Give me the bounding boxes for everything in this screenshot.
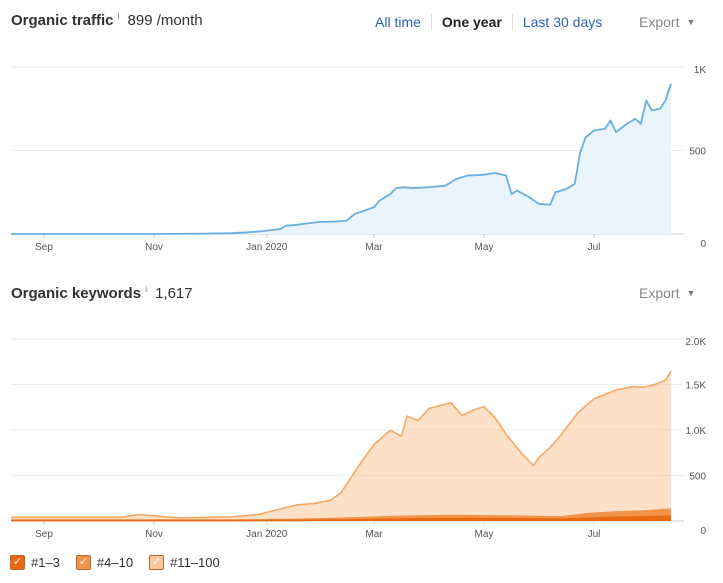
keywords-line-2 xyxy=(11,370,672,519)
checkbox-checked-icon[interactable]: ✓ xyxy=(75,554,91,570)
chevron-down-icon: ▼ xyxy=(686,288,696,298)
x-tick-label: Sep xyxy=(35,242,53,253)
traffic-chart: 0 500 1K Sep Nov Jan 2020 Mar May Jul xyxy=(11,65,707,253)
date-range-selector: All time One year Last 30 days xyxy=(365,10,612,34)
checkbox-checked-icon[interactable]: ✓ xyxy=(149,554,165,570)
traffic-value: 899 /month xyxy=(127,11,203,29)
legend-item-top100[interactable]: ✓ #11–100 xyxy=(149,554,220,570)
y-tick-label: 500 xyxy=(689,147,706,158)
range-separator xyxy=(430,14,432,30)
traffic-line xyxy=(11,83,672,235)
range-all-time[interactable]: All time xyxy=(375,14,421,30)
y-tick-label: 500 xyxy=(689,472,706,483)
legend-label: #11–100 xyxy=(170,554,220,570)
checkbox-checked-icon[interactable]: ✓ xyxy=(10,554,25,570)
keywords-export-button[interactable]: Export ▼ xyxy=(639,281,695,305)
chevron-down-icon: ▼ xyxy=(686,17,696,27)
keywords-area-0 xyxy=(11,515,671,521)
keywords-export-label: Export xyxy=(639,285,680,301)
keywords-info-icon[interactable]: i xyxy=(145,284,148,294)
traffic-area xyxy=(11,83,671,234)
keywords-line-0 xyxy=(11,515,672,522)
x-tick-label: Nov xyxy=(145,529,163,540)
keywords-legend: ✓ #1–3 ✓ #4–10 ✓ #11–100 xyxy=(10,552,236,572)
x-tick-label: Nov xyxy=(145,242,163,253)
traffic-header: Organic traffic i 899 /month xyxy=(11,8,203,32)
keywords-value: 1,617 xyxy=(155,284,193,302)
y-tick-label: 2.0K xyxy=(685,337,706,348)
range-last-30-days[interactable]: Last 30 days xyxy=(522,14,603,30)
legend-label: #4–10 xyxy=(96,554,134,570)
x-tick-label: Jan 2020 xyxy=(246,529,288,540)
range-separator xyxy=(511,14,513,30)
x-tick-label: Jan 2020 xyxy=(246,242,288,253)
y-tick-label: 1.5K xyxy=(685,381,706,392)
range-one-year[interactable]: One year xyxy=(441,14,502,30)
legend-label: #1–3 xyxy=(31,554,60,570)
legend-item-top3[interactable]: ✓ #1–3 xyxy=(10,554,60,570)
traffic-info-icon[interactable]: i xyxy=(117,11,120,21)
y-tick-label: 0 xyxy=(700,526,706,537)
x-tick-label: Mar xyxy=(365,529,383,540)
x-tick-label: May xyxy=(475,242,494,253)
x-tick-label: Jul xyxy=(588,529,601,540)
keywords-area-2 xyxy=(11,370,671,521)
x-tick-label: Jul xyxy=(588,242,601,253)
keywords-chart: 0 500 1.0K 1.5K 2.0K Sep Nov Jan 2020 Mar May Jul xyxy=(11,337,706,540)
traffic-export-button[interactable]: Export ▼ xyxy=(639,10,695,34)
x-tick-label: Sep xyxy=(35,529,53,540)
traffic-title: Organic traffic xyxy=(11,11,114,29)
x-tick-label: May xyxy=(475,529,494,540)
x-tick-label: Mar xyxy=(365,242,383,253)
y-tick-label: 0 xyxy=(700,239,706,250)
y-tick-label: 1.0K xyxy=(685,426,706,437)
keywords-title: Organic keywords xyxy=(11,284,142,302)
keywords-header: Organic keywords i 1,617 xyxy=(11,281,193,305)
legend-item-top10[interactable]: ✓ #4–10 xyxy=(75,554,134,570)
traffic-export-label: Export xyxy=(639,14,680,30)
y-tick-label: 1K xyxy=(694,65,707,76)
